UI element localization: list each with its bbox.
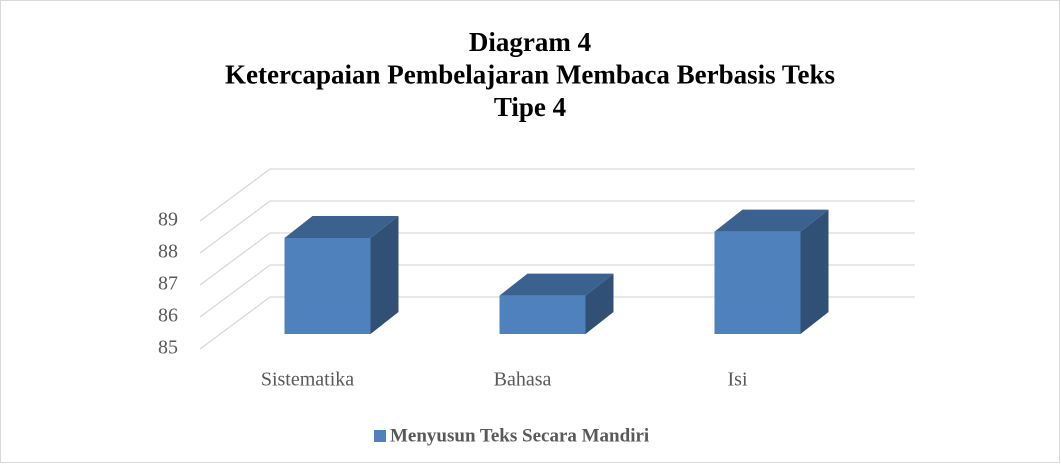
bar-top <box>499 273 614 296</box>
y-tick-label: 89 <box>158 209 178 231</box>
bar <box>499 273 614 334</box>
legend-swatch <box>374 430 386 442</box>
chart-title: Ketercapaian Pembelajaran Membaca Berbas… <box>225 60 835 90</box>
bar <box>714 209 829 334</box>
y-tick-label: 87 <box>158 273 178 295</box>
x-tick-label: Isi <box>728 369 748 391</box>
grid-line <box>199 168 915 222</box>
y-tick-label: 86 <box>158 305 178 327</box>
bar-top <box>714 209 829 232</box>
grid-line <box>199 232 915 286</box>
bar-side <box>585 273 614 334</box>
bar-side <box>800 209 829 334</box>
bar-top <box>284 216 399 238</box>
bar-front <box>714 231 801 334</box>
grid-line <box>199 296 915 350</box>
bar-front <box>499 295 586 334</box>
y-tick-label: 88 <box>158 241 178 263</box>
bar-front <box>284 238 371 334</box>
legend-label: Menyusun Teks Secara Mandiri <box>390 425 649 446</box>
y-tick-label: 85 <box>158 337 178 359</box>
grid-line <box>199 264 915 318</box>
chart-title: Diagram 4 <box>469 27 591 57</box>
grid-line <box>199 200 915 254</box>
chart-title: Tipe 4 <box>494 92 566 122</box>
x-tick-label: Bahasa <box>494 369 552 391</box>
bar-side <box>370 216 399 334</box>
bar <box>284 216 399 334</box>
x-tick-label: Sistematika <box>261 369 354 391</box>
legend: Menyusun Teks Secara Mandiri <box>374 425 649 446</box>
